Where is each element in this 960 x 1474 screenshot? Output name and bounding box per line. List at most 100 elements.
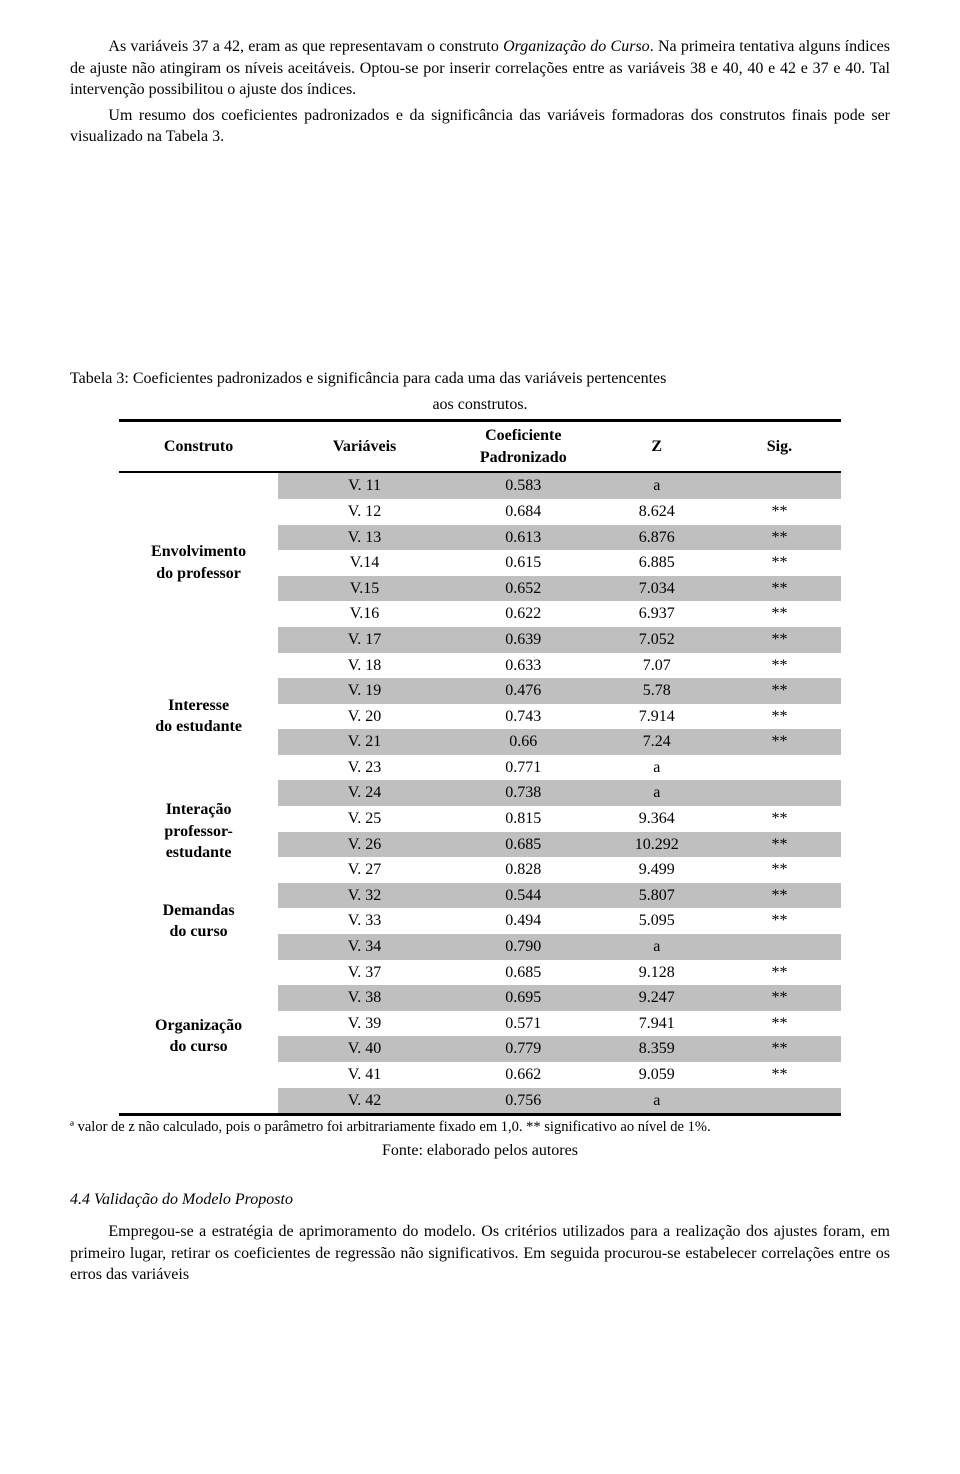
sig-cell: ** bbox=[718, 883, 841, 909]
var-cell: V. 18 bbox=[278, 653, 451, 679]
var-cell: V. 24 bbox=[278, 780, 451, 806]
coef-cell: 0.544 bbox=[451, 883, 595, 909]
var-cell: V. 21 bbox=[278, 729, 451, 755]
th-z: Z bbox=[595, 421, 718, 473]
coef-cell: 0.583 bbox=[451, 472, 595, 499]
z-cell: 5.78 bbox=[595, 678, 718, 704]
var-cell: V. 20 bbox=[278, 704, 451, 730]
table-row: Demandasdo cursoV. 320.5445.807** bbox=[119, 883, 841, 909]
z-cell: 7.034 bbox=[595, 576, 718, 602]
coef-cell: 0.815 bbox=[451, 806, 595, 832]
z-cell: 9.499 bbox=[595, 857, 718, 883]
coef-cell: 0.779 bbox=[451, 1036, 595, 1062]
paragraph-1: As variáveis 37 a 42, eram as que repres… bbox=[70, 36, 890, 101]
th-variaveis: Variáveis bbox=[278, 421, 451, 473]
var-cell: V. 41 bbox=[278, 1062, 451, 1088]
coef-cell: 0.685 bbox=[451, 960, 595, 986]
var-cell: V. 27 bbox=[278, 857, 451, 883]
coefficients-table: Construto Variáveis Coeficiente Padroniz… bbox=[119, 419, 841, 1116]
sig-cell: ** bbox=[718, 1036, 841, 1062]
coef-cell: 0.662 bbox=[451, 1062, 595, 1088]
z-cell: 5.807 bbox=[595, 883, 718, 909]
coef-cell: 0.738 bbox=[451, 780, 595, 806]
sig-cell: ** bbox=[718, 678, 841, 704]
var-cell: V. 39 bbox=[278, 1011, 451, 1037]
z-cell: 5.095 bbox=[595, 908, 718, 934]
sig-cell: ** bbox=[718, 499, 841, 525]
z-cell: 6.937 bbox=[595, 601, 718, 627]
var-cell: V. 12 bbox=[278, 499, 451, 525]
table-row: Envolvimentodo professorV. 110.583a bbox=[119, 472, 841, 499]
table-source: Fonte: elaborado pelos autores bbox=[70, 1140, 890, 1162]
sig-cell bbox=[718, 934, 841, 960]
table-caption-line-2-wrap: aos construtos. bbox=[70, 394, 890, 416]
sig-cell: ** bbox=[718, 550, 841, 576]
z-cell: 9.364 bbox=[595, 806, 718, 832]
sig-cell: ** bbox=[718, 908, 841, 934]
table-caption: Tabela 3: Coeficientes padronizados e si… bbox=[70, 368, 890, 390]
z-cell: a bbox=[595, 780, 718, 806]
z-cell: 9.059 bbox=[595, 1062, 718, 1088]
z-cell: 6.885 bbox=[595, 550, 718, 576]
sig-cell bbox=[718, 1088, 841, 1115]
th-sig: Sig. bbox=[718, 421, 841, 473]
var-cell: V.15 bbox=[278, 576, 451, 602]
sig-cell bbox=[718, 472, 841, 499]
p2-text: Um resumo dos coeficientes padronizados … bbox=[70, 107, 890, 146]
caption-line-1: Tabela 3: Coeficientes padronizados e si… bbox=[70, 370, 666, 387]
coef-cell: 0.476 bbox=[451, 678, 595, 704]
z-cell: a bbox=[595, 934, 718, 960]
z-cell: 7.24 bbox=[595, 729, 718, 755]
z-cell: 7.052 bbox=[595, 627, 718, 653]
sig-cell: ** bbox=[718, 960, 841, 986]
table-header-row: Construto Variáveis Coeficiente Padroniz… bbox=[119, 421, 841, 473]
caption-line-2: aos construtos. bbox=[432, 396, 527, 413]
sig-cell: ** bbox=[718, 704, 841, 730]
sig-cell bbox=[718, 780, 841, 806]
coef-cell: 0.639 bbox=[451, 627, 595, 653]
var-cell: V. 13 bbox=[278, 525, 451, 551]
var-cell: V. 25 bbox=[278, 806, 451, 832]
z-cell: 10.292 bbox=[595, 832, 718, 858]
table-row: Interaçãoprofessor-estudanteV. 240.738a bbox=[119, 780, 841, 806]
table-row: Interessedo estudanteV. 180.6337.07** bbox=[119, 653, 841, 679]
sig-cell: ** bbox=[718, 576, 841, 602]
construct-cell: Interaçãoprofessor-estudante bbox=[119, 780, 278, 882]
var-cell: V. 42 bbox=[278, 1088, 451, 1115]
coef-cell: 0.571 bbox=[451, 1011, 595, 1037]
construct-cell: Organizaçãodo curso bbox=[119, 960, 278, 1115]
coef-cell: 0.685 bbox=[451, 832, 595, 858]
sig-cell: ** bbox=[718, 729, 841, 755]
z-cell: 9.247 bbox=[595, 985, 718, 1011]
sig-cell: ** bbox=[718, 832, 841, 858]
sig-cell: ** bbox=[718, 627, 841, 653]
coef-cell: 0.633 bbox=[451, 653, 595, 679]
sig-cell: ** bbox=[718, 985, 841, 1011]
var-cell: V. 11 bbox=[278, 472, 451, 499]
var-cell: V. 37 bbox=[278, 960, 451, 986]
paragraph-3: Empregou-se a estratégia de aprimorament… bbox=[70, 1221, 890, 1286]
coef-cell: 0.756 bbox=[451, 1088, 595, 1115]
z-cell: a bbox=[595, 755, 718, 781]
coef-cell: 0.695 bbox=[451, 985, 595, 1011]
coef-cell: 0.684 bbox=[451, 499, 595, 525]
sig-cell bbox=[718, 755, 841, 781]
coef-cell: 0.771 bbox=[451, 755, 595, 781]
p1-italic-term: Organização do Curso bbox=[503, 38, 650, 55]
z-cell: 8.359 bbox=[595, 1036, 718, 1062]
var-cell: V. 32 bbox=[278, 883, 451, 909]
var-cell: V. 26 bbox=[278, 832, 451, 858]
paragraph-2: Um resumo dos coeficientes padronizados … bbox=[70, 105, 890, 148]
section-heading: 4.4 Validação do Modelo Proposto bbox=[70, 1189, 890, 1211]
coef-cell: 0.790 bbox=[451, 934, 595, 960]
var-cell: V.14 bbox=[278, 550, 451, 576]
p1-text-a: As variáveis 37 a 42, eram as que repres… bbox=[108, 38, 503, 55]
coef-cell: 0.652 bbox=[451, 576, 595, 602]
sig-cell: ** bbox=[718, 806, 841, 832]
sig-cell: ** bbox=[718, 525, 841, 551]
construct-cell: Interessedo estudante bbox=[119, 653, 278, 781]
th-coef: Coeficiente Padronizado bbox=[451, 421, 595, 473]
var-cell: V. 19 bbox=[278, 678, 451, 704]
z-cell: a bbox=[595, 472, 718, 499]
z-cell: 6.876 bbox=[595, 525, 718, 551]
